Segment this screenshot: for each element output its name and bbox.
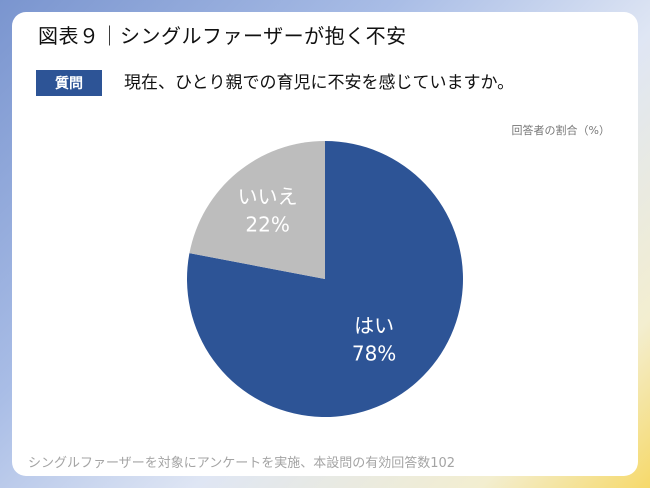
unit-note: 回答者の割合（%） [511, 124, 610, 137]
slice-value-label: 22% [245, 213, 289, 237]
question-badge: 質問 [36, 70, 102, 96]
footnote: シングルファーザーを対象にアンケートを実施、本設問の有効回答数102 [28, 456, 456, 471]
slice-category-label: いいえ [238, 185, 298, 209]
slice-value-label: 78% [352, 341, 396, 365]
figure-title: 図表９｜シングルファーザーが抱く不安 [38, 24, 407, 48]
slice-category-label: はい [354, 313, 394, 337]
pie-slice-2 [189, 141, 325, 279]
question-text: 現在、ひとり親での育児に不安を感じていますか。 [124, 73, 515, 93]
